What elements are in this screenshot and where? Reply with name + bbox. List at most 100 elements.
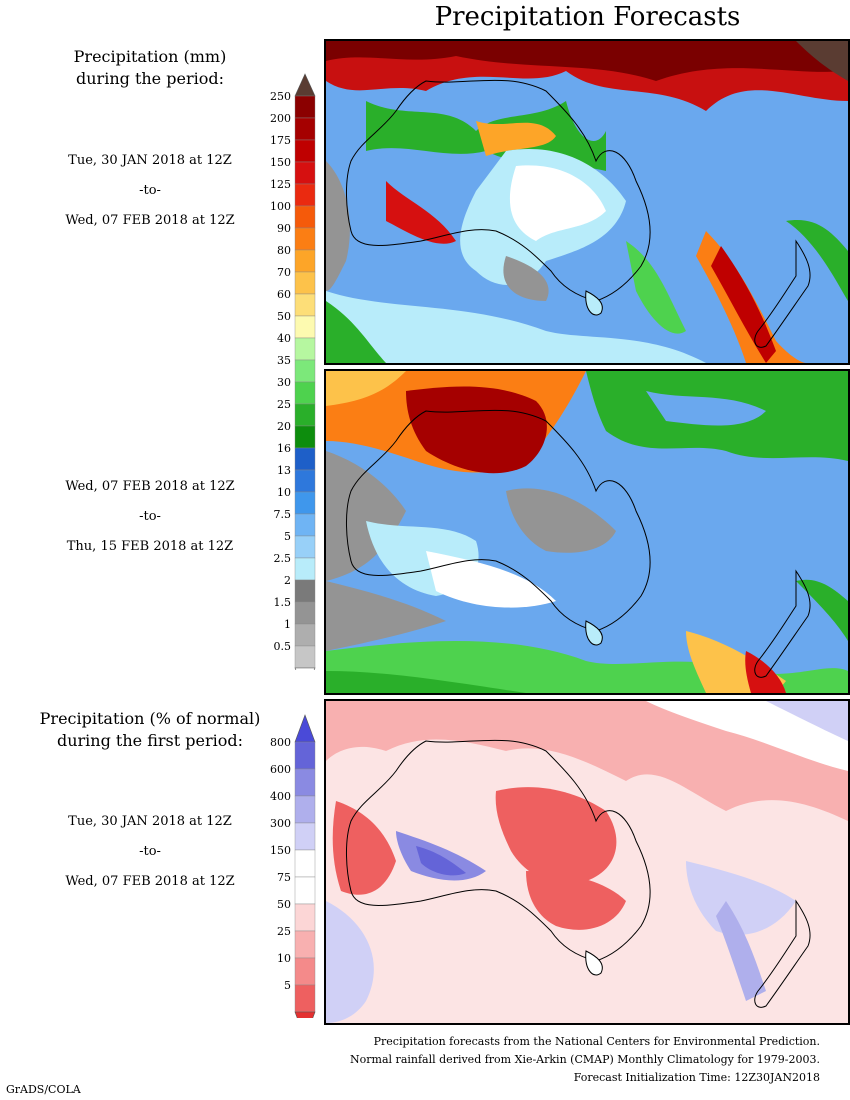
legend-swatch [294,293,316,317]
legend-swatch [294,957,316,986]
legend-label: 60 [277,288,291,301]
legend-swatch [294,623,316,647]
legend-label: 13 [277,464,291,477]
legend-label: 50 [277,310,291,323]
legend-label: 2.5 [274,552,292,565]
period1-sep: -to- [139,183,161,198]
legend-label: 1.5 [274,596,292,609]
precip-pct-map [324,699,850,1025]
period3-start: Tue, 30 JAN 2018 at 12Z [68,814,232,829]
legend-swatch [294,249,316,273]
legend-swatch [294,795,316,824]
legend-label: 2 [284,574,291,587]
legend-swatch [294,183,316,207]
grads-credit: GrADS/COLA [6,1083,81,1096]
legend-label: 20 [277,420,291,433]
precip-mm-title: Precipitation (mm) during the period: [20,46,280,90]
precip-map-period2 [324,369,850,695]
legend-swatch [294,535,316,559]
period1-end: Wed, 07 FEB 2018 at 12Z [65,213,235,228]
legend-swatch [294,822,316,851]
legend-swatch [294,161,316,185]
footer-line3: Forecast Initialization Time: 12Z30JAN20… [573,1071,820,1084]
period1-start: Tue, 30 JAN 2018 at 12Z [68,153,232,168]
precip-mm-legend: 2502001751501251009080706050403530252016… [270,73,316,670]
period3-sep: -to- [139,844,161,859]
period2-sep: -to- [139,509,161,524]
legend-swatch [294,315,316,339]
precip-map-period2-canvas [326,371,848,693]
legend-label: 7.5 [274,508,292,521]
legend-label: 300 [270,817,291,830]
legend-label: 150 [270,156,291,169]
legend-swatch [294,741,316,770]
legend-swatch [294,513,316,537]
legend-label: 10 [277,486,291,499]
legend-swatch [294,849,316,878]
legend-label: 70 [277,266,291,279]
legend-swatch [294,491,316,515]
legend-swatch [294,579,316,603]
legend-swatch [294,984,316,1013]
legend-label: 0.5 [274,640,292,653]
precip-mm-title-line1: Precipitation (mm) [73,47,227,66]
legend-swatch [294,930,316,959]
legend-label: 25 [277,398,291,411]
legend-label: 35 [277,354,291,367]
legend-label: 40 [277,332,291,345]
legend-label: 80 [277,244,291,257]
legend-swatch [294,768,316,797]
legend-label: 150 [270,844,291,857]
legend-label: 75 [277,871,291,884]
legend-label: 1 [284,618,291,631]
legend-label: 10 [277,952,291,965]
precip-pct-title-line1: Precipitation (% of normal) [39,709,261,728]
page-title: Precipitation Forecasts [434,2,741,32]
legend-swatch [294,469,316,493]
precip-mm-title-line2: during the period: [76,69,224,88]
footer-line1: Precipitation forecasts from the Nationa… [373,1035,820,1048]
legend-swatch [294,447,316,471]
footer-line2: Normal rainfall derived from Xie-Arkin (… [350,1053,820,1066]
legend-label: 5 [284,530,291,543]
legend-bottom-cap [294,1011,316,1018]
legend-top-cap [294,73,316,97]
legend-bottom-cap [294,667,316,670]
legend-swatch [294,601,316,625]
legend-label: 400 [270,790,291,803]
precip-pct-map-canvas [326,701,848,1023]
legend-label: 125 [270,178,291,191]
legend-label: 90 [277,222,291,235]
legend-swatch [294,903,316,932]
legend-label: 200 [270,112,291,125]
legend-label: 800 [270,736,291,749]
period2-start: Wed, 07 FEB 2018 at 12Z [65,479,235,494]
legend-swatch [294,227,316,251]
legend-label: 25 [277,925,291,938]
legend-swatch [294,95,316,119]
legend-swatch [294,359,316,383]
legend-label: 100 [270,200,291,213]
legend-top-cap [294,714,316,743]
legend-swatch [294,205,316,229]
legend-swatch [294,645,316,669]
precip-pct-title: Precipitation (% of normal) during the f… [20,708,280,752]
legend-label: 600 [270,763,291,776]
legend-label: 5 [284,979,291,992]
legend-swatch [294,381,316,405]
period3-end: Wed, 07 FEB 2018 at 12Z [65,874,235,889]
legend-swatch [294,425,316,449]
legend-label: 50 [277,898,291,911]
legend-swatch [294,337,316,361]
legend-label: 175 [270,134,291,147]
legend-label: 250 [270,90,291,103]
precip-pct-title-line2: during the first period: [56,731,244,750]
precip-map-period1-canvas [326,41,848,363]
legend-swatch [294,557,316,581]
period2-end: Thu, 15 FEB 2018 at 12Z [66,539,234,554]
legend-swatch [294,139,316,163]
legend-swatch [294,403,316,427]
legend-label: 16 [277,442,291,455]
legend-label: 30 [277,376,291,389]
legend-swatch [294,271,316,295]
